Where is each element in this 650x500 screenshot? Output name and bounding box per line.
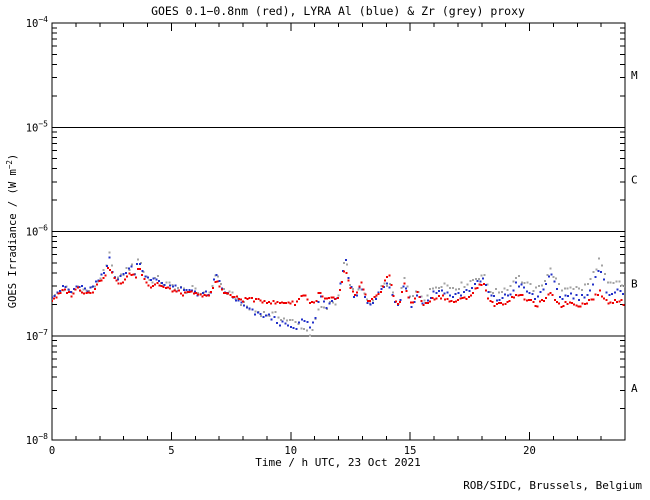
flare-class-label-m: M (631, 69, 638, 82)
y-tick-label: 10−8 (26, 432, 48, 447)
data-series-layer (52, 251, 625, 337)
flare-class-label-c: C (631, 173, 638, 186)
y-tick-label: 10−4 (26, 15, 48, 30)
y-tick-label: 10−5 (26, 119, 48, 134)
y-axis-tick-labels: 10−4 10−5 10−6 10−7 10−8 (26, 15, 48, 447)
series-red (52, 266, 625, 308)
y-tick-label: 10−6 (26, 224, 48, 239)
x-tick-label: 0 (49, 445, 55, 457)
x-tick-label: 5 (168, 445, 174, 457)
series-blue (52, 256, 625, 331)
flare-class-letters: M C B A (631, 69, 638, 395)
x-tick-label: 10 (284, 445, 297, 457)
credit-text: ROB/SIDC, Brussels, Belgium (463, 479, 642, 492)
flare-class-label-a: A (631, 382, 638, 395)
y-axis-label: GOES Irradiance / (W m−2) (5, 154, 19, 308)
x-axis-label: Time / h UTC, 23 Oct 2021 (255, 456, 421, 469)
plot-axes (51, 22, 626, 441)
y-tick-label: 10−7 (26, 328, 48, 343)
x-tick-label: 15 (404, 445, 417, 457)
chart-title: GOES 0.1−0.8nm (red), LYRA Al (blue) & Z… (151, 4, 525, 18)
x-axis-tick-labels: 0 5 10 15 20 (49, 445, 536, 457)
flare-class-label-b: B (631, 278, 638, 291)
x-tick-label: 20 (523, 445, 536, 457)
